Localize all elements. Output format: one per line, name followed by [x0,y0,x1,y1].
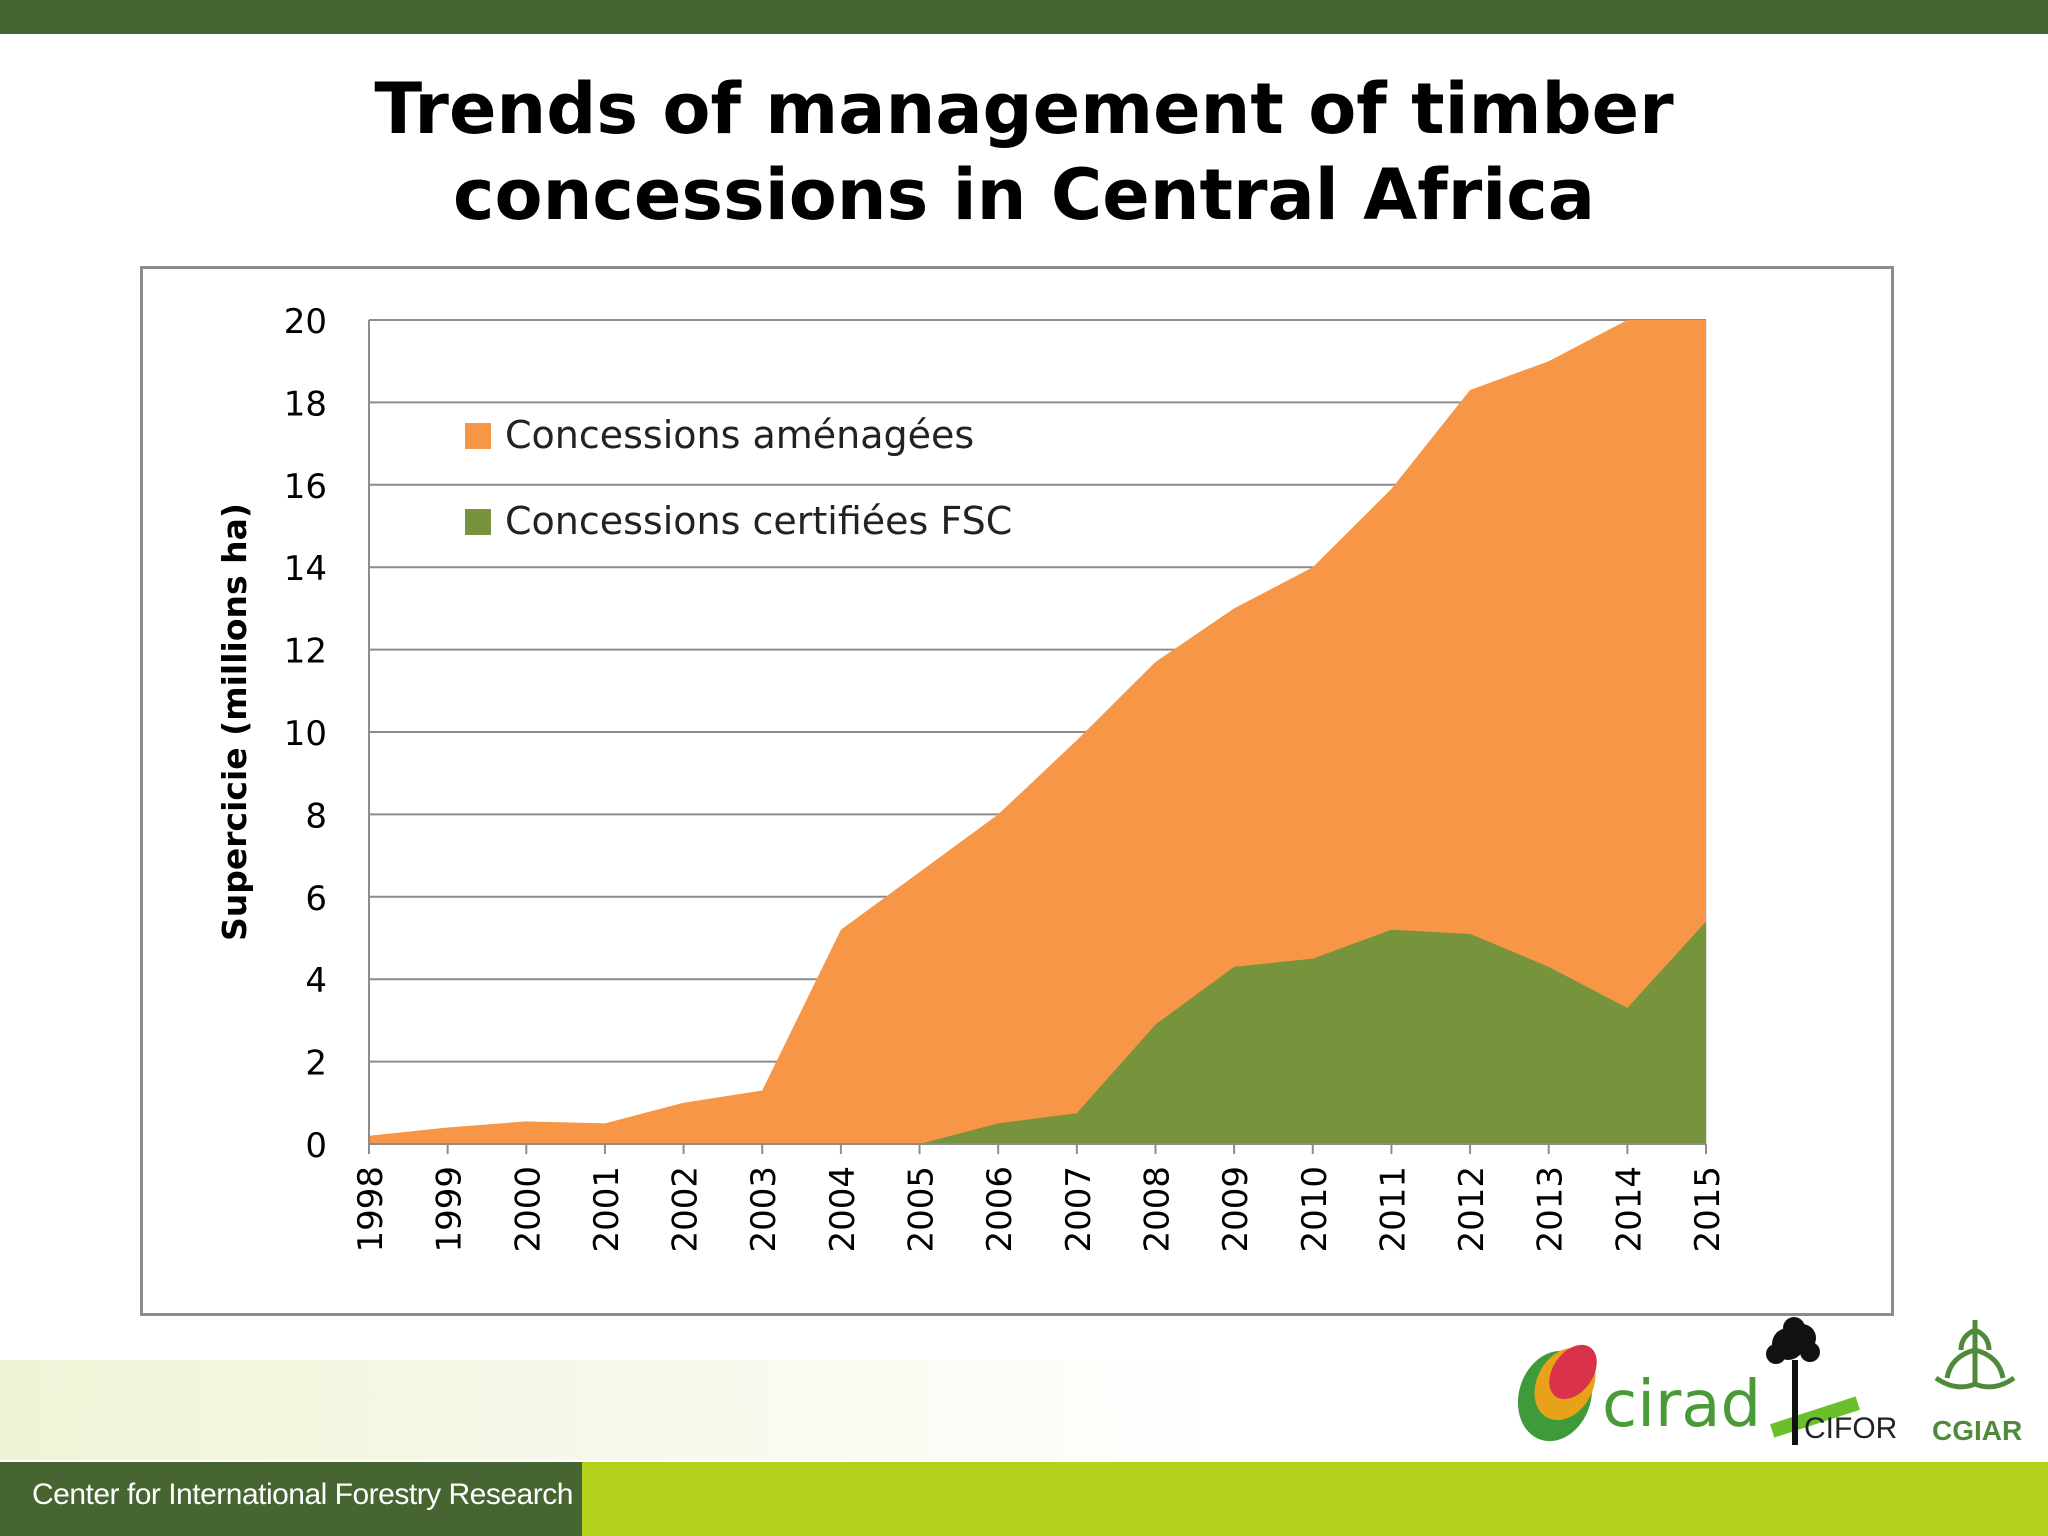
data-point-s2-2009 [1232,965,1236,969]
legend-label-1: Concessions aménagées [505,413,974,457]
data-point-s1-2003 [760,1088,764,1092]
y-axis-label: Supercicie (millions ha) [215,503,254,941]
y-tick-label: 10 [284,714,327,754]
cgiar-logo-text: CGIAR [1932,1415,2022,1446]
data-point-s2-2011 [1389,928,1393,932]
y-tick-label: 14 [284,549,327,589]
x-tick-label: 2006 [980,1166,1020,1253]
data-point-s2-2010 [1311,957,1315,961]
data-point-s1-2010 [1311,565,1315,569]
data-point-s1-2000 [524,1119,528,1123]
data-point-s1-2011 [1389,487,1393,491]
x-tick-label: 2013 [1531,1166,1571,1253]
y-tick-label: 20 [284,302,327,342]
x-tick-label: 2008 [1137,1166,1177,1253]
data-point-s1-2015 [1704,318,1708,322]
y-tick-label: 4 [305,961,327,1001]
data-point-s1-2014 [1625,318,1629,322]
data-point-s2-2014 [1625,1006,1629,1010]
slide-title-line-2: concessions in Central Africa [452,154,1595,236]
y-tick-label: 12 [284,632,327,672]
footer-organization-name: Center for International Forestry Resear… [32,1478,573,1511]
y-tick-label: 16 [284,467,327,507]
data-point-s2-2006 [996,1121,1000,1125]
footer-dark-band [0,1462,582,1536]
x-tick-label: 1998 [351,1166,391,1253]
x-tick-label: 2000 [508,1166,548,1253]
x-tick-label: 2011 [1373,1166,1413,1253]
x-tick-label: 2010 [1295,1166,1335,1253]
data-point-s1-2004 [839,928,843,932]
cirad-logo: cirad [1517,1344,1761,1442]
x-tick-label: 2002 [666,1166,706,1253]
top-bar [0,0,2048,34]
y-tick-label: 18 [284,384,327,424]
data-point-s2-2007 [1075,1111,1079,1115]
slide-title-line-1: Trends of management of timber [374,68,1674,150]
data-point-s2-2012 [1468,932,1472,936]
footer-light-band [0,1360,2048,1460]
data-point-s1-2001 [603,1121,607,1125]
y-tick-label: 0 [305,1126,327,1166]
y-tick-label: 6 [305,879,327,919]
data-point-s1-2013 [1547,359,1551,363]
x-tick-label: 2001 [587,1166,627,1253]
x-tick-label: 2009 [1216,1166,1256,1253]
legend-swatch-2 [465,509,491,535]
data-point-s1-2002 [682,1101,686,1105]
area-chart: 0 2 4 6 8 10 12 14 16 18 20 1998 1999 2000 2001 2002 200… [215,302,1728,1253]
data-point-s1-2012 [1468,388,1472,392]
cgiar-logo: CGIAR [1932,1320,2022,1446]
area-series-2 [369,921,1706,1144]
slide-title: Trends of management of timber concessio… [0,66,2048,238]
x-tick-label: 2015 [1688,1166,1728,1253]
x-tick-label: 2007 [1059,1166,1099,1253]
partner-logos: cirad CIFOR CGIAR [1517,1317,2022,1446]
x-tick-label: 2014 [1609,1166,1649,1253]
data-point-s1-2009 [1232,606,1236,610]
legend-swatch-1 [465,423,491,449]
y-tick-label: 8 [305,796,327,836]
data-point-s1-2005 [918,870,922,874]
y-tick-label: 2 [305,1044,327,1084]
data-point-s1-2008 [1153,660,1157,664]
x-tick-label: 2005 [902,1166,942,1253]
x-tick-label: 1999 [430,1166,470,1253]
data-point-s2-2015 [1704,920,1708,924]
data-point-s1-2007 [1075,738,1079,742]
x-tick-label: 2004 [823,1166,863,1253]
data-point-s2-2013 [1547,965,1551,969]
legend-label-2: Concessions certifiées FSC [505,499,1012,543]
footer-lime-band [582,1462,2048,1536]
chart-frame: 0 2 4 6 8 10 12 14 16 18 20 1998 1999 2000 2001 2002 200… [140,266,1894,1316]
data-point-s2-2008 [1153,1023,1157,1027]
data-point-s1-2006 [996,812,1000,816]
cifor-logo: CIFOR [1766,1317,1897,1445]
data-point-s1-1999 [446,1126,450,1130]
cirad-logo-text: cirad [1602,1368,1761,1442]
cifor-logo-text: CIFOR [1804,1412,1897,1445]
x-tick-label: 2003 [744,1166,784,1253]
x-tick-label: 2012 [1452,1166,1492,1253]
